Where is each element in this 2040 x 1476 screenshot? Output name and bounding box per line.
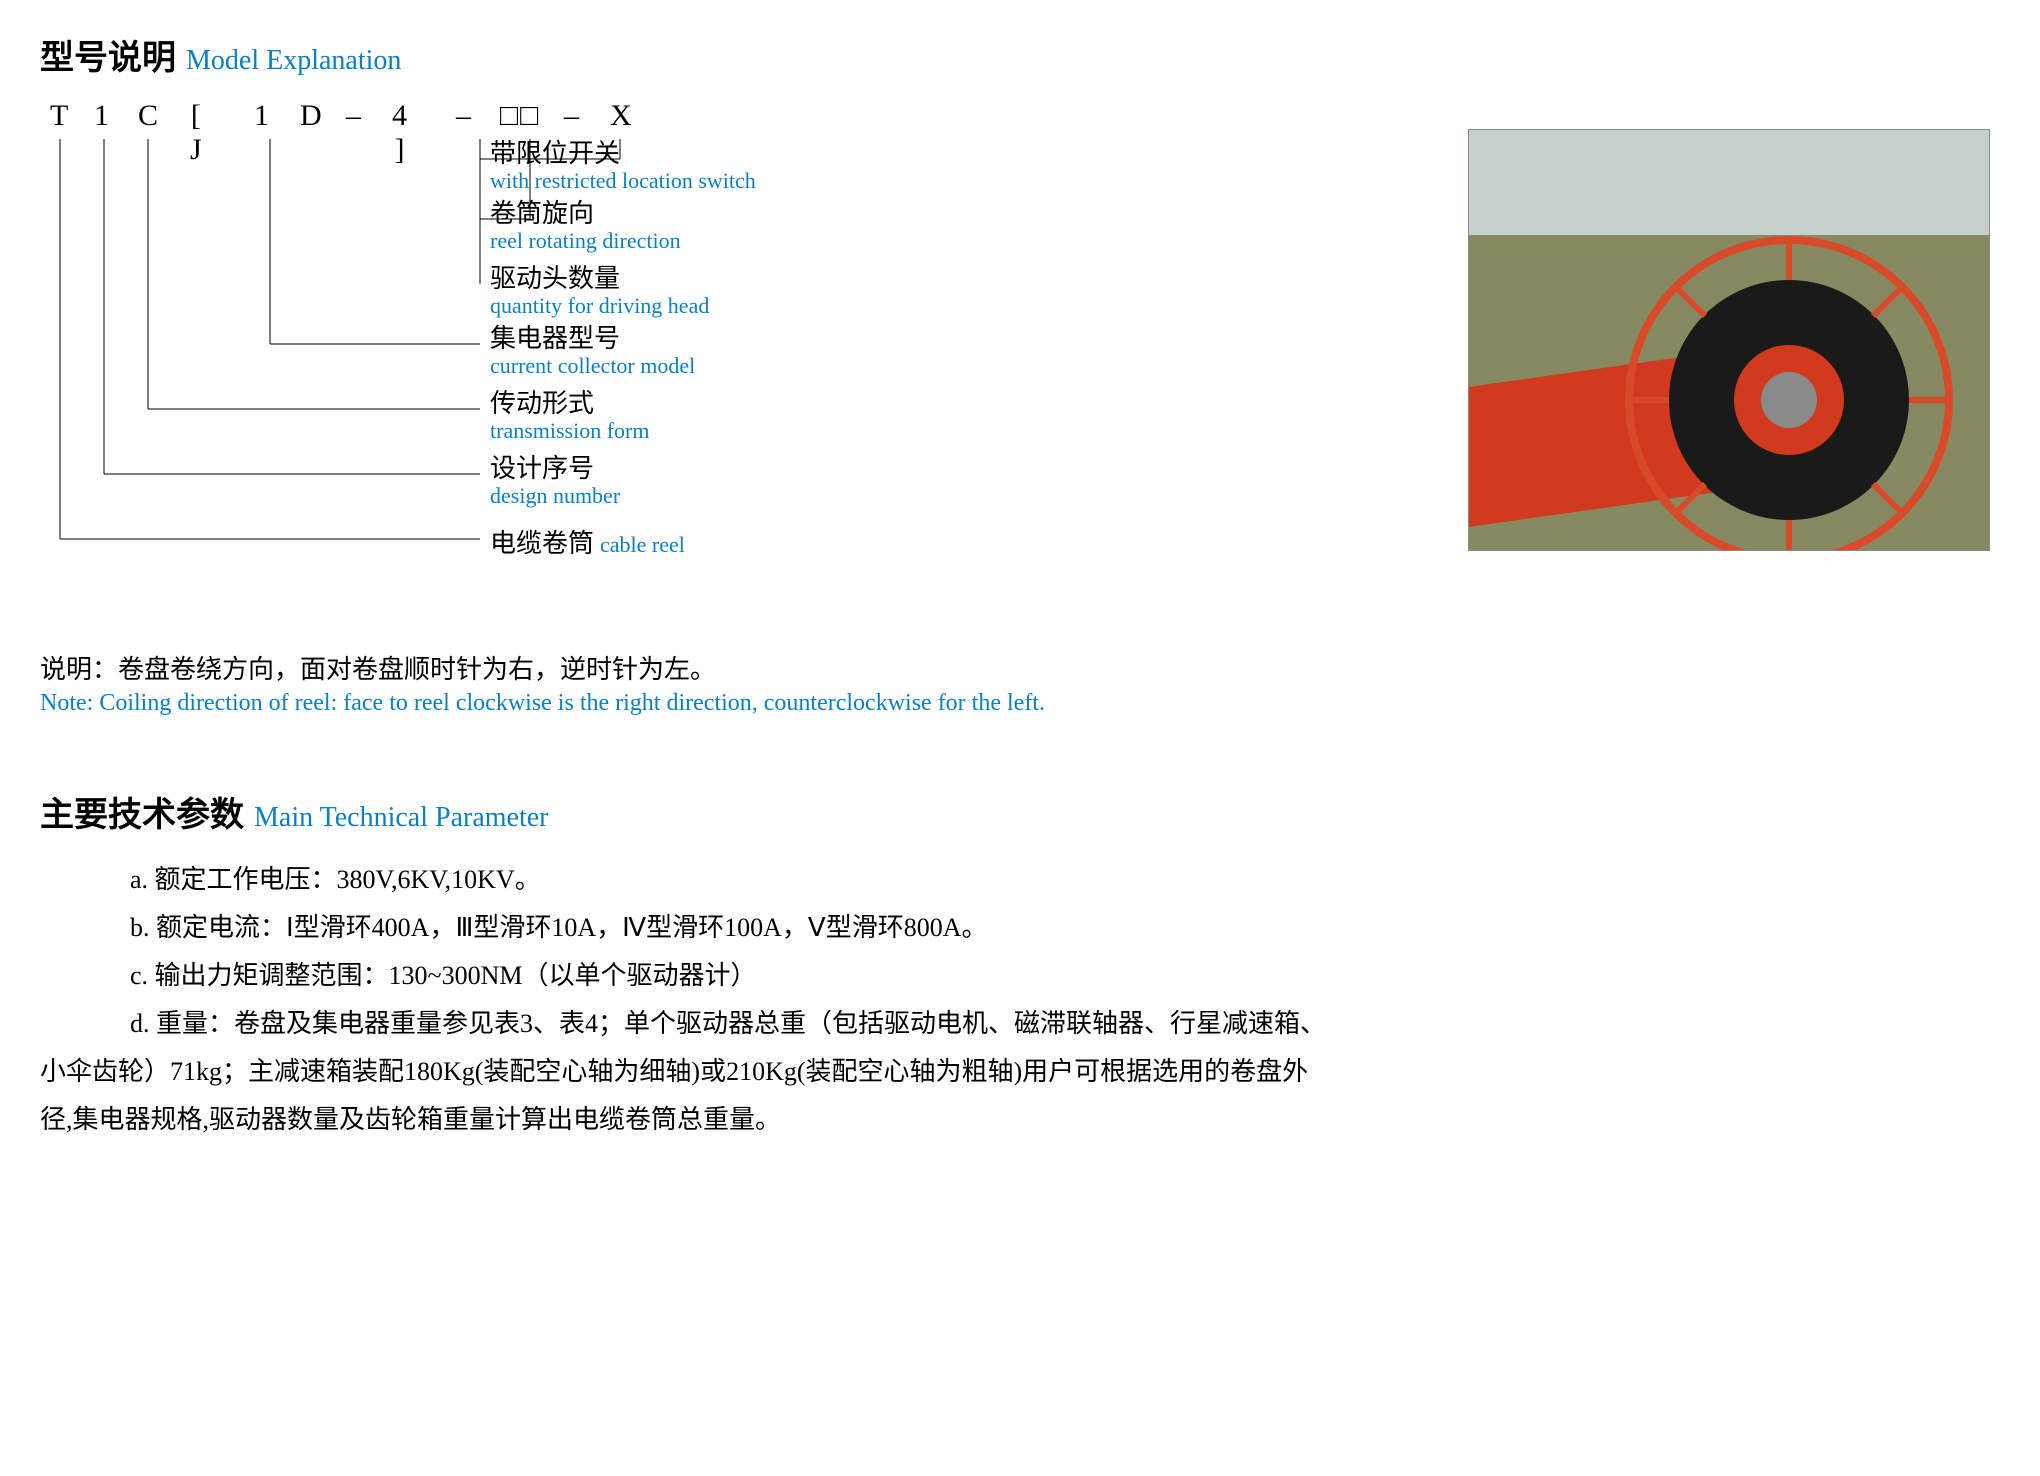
model-label-cn: 卷筒旋向 [490,193,681,230]
model-code-part: 1 [254,99,271,133]
model-label-cn: 电缆卷筒 [490,529,594,558]
product-photo [1468,129,1990,551]
model-label: 驱动头数量quantity for driving head [490,258,709,319]
param-item: d. 重量：卷盘及集电器重量参见表3、表4；单个驱动器总重（包括驱动电机、磁滞联… [130,1000,2000,1048]
model-label-en: design number [490,483,620,509]
model-label-cn: 设计序号 [490,448,620,485]
model-label: 电缆卷筒cable reel [490,523,685,560]
model-code-part: C [138,99,160,133]
cable-reel-equipment [1619,230,1959,551]
model-diagram-area: T1C[ J1D–4 ]–□□–X 带限位开关with restricted l… [40,99,2000,639]
model-code-part: 1 [94,99,111,133]
model-code-part: □□ [500,99,540,133]
model-label-cn: 驱动头数量 [490,258,709,295]
model-code-part: X [610,99,634,133]
tech-params-header: 主要技术参数 Main Technical Parameter [40,787,2000,836]
model-code-part: T [50,99,70,133]
model-label-cn: 传动形式 [490,383,650,420]
param-item-continued: 径,集电器规格,驱动器数量及齿轮箱重量计算出电缆卷筒总重量。 [40,1096,2000,1144]
model-label-en: quantity for driving head [490,293,709,319]
param-item: a. 额定工作电压：380V,6KV,10KV。 [130,856,2000,904]
model-label: 集电器型号current collector model [490,318,695,379]
model-title-cn: 型号说明 [40,40,176,77]
model-label: 设计序号design number [490,448,620,509]
model-label-en: transmission form [490,418,650,444]
model-code-part: – [564,99,581,133]
tech-title-en: Main Technical Parameter [254,802,549,833]
model-explanation-header: 型号说明 Model Explanation [40,30,2000,79]
note-en: Note: Coiling direction of reel: face to… [40,690,2000,717]
model-label-cn: 带限位开关 [490,133,756,170]
model-label: 带限位开关with restricted location switch [490,133,756,194]
model-title-en: Model Explanation [186,45,401,76]
model-code-part: – [346,99,363,133]
param-item: b. 额定电流：Ⅰ型滑环400A，Ⅲ型滑环10A，Ⅳ型滑环100A，Ⅴ型滑环80… [130,904,2000,952]
model-label-en: cable reel [600,532,685,557]
model-label-en: reel rotating direction [490,228,681,254]
param-item-continued: 小伞齿轮）71kg；主减速箱装配180Kg(装配空心轴为细轴)或210Kg(装配… [40,1048,2000,1096]
model-label-en: with restricted location switch [490,168,756,194]
params-list: a. 额定工作电压：380V,6KV,10KV。b. 额定电流：Ⅰ型滑环400A… [40,856,2000,1145]
note-block: 说明：卷盘卷绕方向，面对卷盘顺时针为右，逆时针为左。 Note: Coiling… [40,649,2000,717]
model-label-cn: 集电器型号 [490,318,695,355]
tech-title-cn: 主要技术参数 [40,797,244,834]
tech-params-section: 主要技术参数 Main Technical Parameter a. 额定工作电… [40,787,2000,1145]
param-item: c. 输出力矩调整范围：130~300NM（以单个驱动器计） [130,952,2000,1000]
model-code-part: D [300,99,324,133]
model-label-en: current collector model [490,353,695,379]
model-label: 卷筒旋向reel rotating direction [490,193,681,254]
model-code-part: – [456,99,473,133]
model-label: 传动形式transmission form [490,383,650,444]
